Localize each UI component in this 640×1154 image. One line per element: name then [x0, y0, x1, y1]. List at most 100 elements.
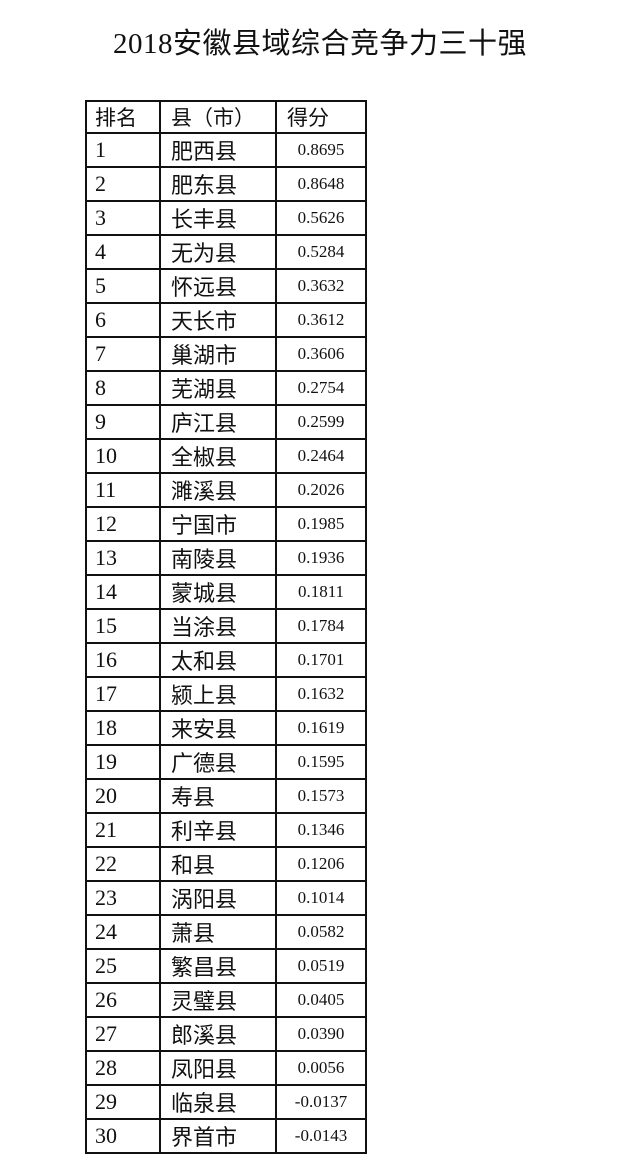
- score-cell: 0.5284: [275, 234, 367, 270]
- county-cell: 和县: [159, 846, 277, 882]
- county-cell: 天长市: [159, 302, 277, 338]
- score-cell: 0.8648: [275, 166, 367, 202]
- table-row: 4 无为县 0.5284: [85, 234, 367, 270]
- rank-cell: 11: [85, 472, 161, 508]
- rank-cell: 28: [85, 1050, 161, 1086]
- score-cell: 0.1619: [275, 710, 367, 746]
- score-cell: 0.1206: [275, 846, 367, 882]
- score-cell: 0.1014: [275, 880, 367, 916]
- table-row: 12 宁国市 0.1985: [85, 506, 367, 542]
- table-row: 2 肥东县 0.8648: [85, 166, 367, 202]
- rank-cell: 6: [85, 302, 161, 338]
- rank-cell: 14: [85, 574, 161, 610]
- county-cell: 长丰县: [159, 200, 277, 236]
- score-cell: 0.2754: [275, 370, 367, 406]
- table-row: 7 巢湖市 0.3606: [85, 336, 367, 372]
- table-header-row: 排名 县（市） 得分: [85, 100, 367, 134]
- score-cell: 0.1985: [275, 506, 367, 542]
- county-cell: 巢湖市: [159, 336, 277, 372]
- county-cell: 肥西县: [159, 132, 277, 168]
- table-row: 15 当涂县 0.1784: [85, 608, 367, 644]
- page-title: 2018安徽县域综合竞争力三十强: [112, 28, 527, 60]
- county-cell: 灵璧县: [159, 982, 277, 1018]
- rank-cell: 3: [85, 200, 161, 236]
- score-cell: 0.1811: [275, 574, 367, 610]
- table-row: 16 太和县 0.1701: [85, 642, 367, 678]
- county-cell: 芜湖县: [159, 370, 277, 406]
- county-cell: 无为县: [159, 234, 277, 270]
- table-row: 26 灵璧县 0.0405: [85, 982, 367, 1018]
- score-cell: 0.1595: [275, 744, 367, 780]
- table-row: 22 和县 0.1206: [85, 846, 367, 882]
- rank-cell: 8: [85, 370, 161, 406]
- header-score: 得分: [275, 100, 367, 134]
- rank-cell: 15: [85, 608, 161, 644]
- score-cell: 0.1784: [275, 608, 367, 644]
- rank-cell: 24: [85, 914, 161, 950]
- county-cell: 广德县: [159, 744, 277, 780]
- table-row: 25 繁昌县 0.0519: [85, 948, 367, 984]
- table-row: 17 颍上县 0.1632: [85, 676, 367, 712]
- county-cell: 肥东县: [159, 166, 277, 202]
- score-cell: 0.0390: [275, 1016, 367, 1052]
- rank-cell: 21: [85, 812, 161, 848]
- county-cell: 庐江县: [159, 404, 277, 440]
- score-cell: 0.0056: [275, 1050, 367, 1086]
- county-cell: 临泉县: [159, 1084, 277, 1120]
- score-cell: 0.3632: [275, 268, 367, 304]
- score-cell: -0.0137: [275, 1084, 367, 1120]
- table-row: 28 凤阳县 0.0056: [85, 1050, 367, 1086]
- county-cell: 界首市: [159, 1118, 277, 1154]
- table-row: 5 怀远县 0.3632: [85, 268, 367, 304]
- table-row: 30 界首市 -0.0143: [85, 1118, 367, 1154]
- rank-cell: 1: [85, 132, 161, 168]
- score-cell: 0.1346: [275, 812, 367, 848]
- rank-cell: 22: [85, 846, 161, 882]
- county-cell: 怀远县: [159, 268, 277, 304]
- score-cell: 0.1573: [275, 778, 367, 814]
- table-row: 14 蒙城县 0.1811: [85, 574, 367, 610]
- county-cell: 全椒县: [159, 438, 277, 474]
- rank-cell: 10: [85, 438, 161, 474]
- score-cell: 0.0582: [275, 914, 367, 950]
- county-cell: 太和县: [159, 642, 277, 678]
- rank-cell: 12: [85, 506, 161, 542]
- county-cell: 蒙城县: [159, 574, 277, 610]
- header-rank: 排名: [85, 100, 161, 134]
- table-row: 29 临泉县 -0.0137: [85, 1084, 367, 1120]
- score-cell: 0.2026: [275, 472, 367, 508]
- table-row: 6 天长市 0.3612: [85, 302, 367, 338]
- county-cell: 萧县: [159, 914, 277, 950]
- county-cell: 郎溪县: [159, 1016, 277, 1052]
- table-row: 11 濉溪县 0.2026: [85, 472, 367, 508]
- county-cell: 来安县: [159, 710, 277, 746]
- table-row: 19 广德县 0.1595: [85, 744, 367, 780]
- table-row: 9 庐江县 0.2599: [85, 404, 367, 440]
- county-cell: 寿县: [159, 778, 277, 814]
- table-row: 1 肥西县 0.8695: [85, 132, 367, 168]
- county-cell: 涡阳县: [159, 880, 277, 916]
- rank-cell: 5: [85, 268, 161, 304]
- rank-cell: 2: [85, 166, 161, 202]
- rank-cell: 30: [85, 1118, 161, 1154]
- rank-cell: 23: [85, 880, 161, 916]
- ranking-table: 排名 县（市） 得分 1 肥西县 0.8695 2 肥东县 0.8648 3 长丰县 0.562…: [85, 100, 367, 1154]
- score-cell: 0.1632: [275, 676, 367, 712]
- header-county: 县（市）: [159, 100, 277, 134]
- rank-cell: 25: [85, 948, 161, 984]
- score-cell: 0.3612: [275, 302, 367, 338]
- score-cell: 0.8695: [275, 132, 367, 168]
- rank-cell: 13: [85, 540, 161, 576]
- rank-cell: 9: [85, 404, 161, 440]
- county-cell: 南陵县: [159, 540, 277, 576]
- score-cell: 0.1701: [275, 642, 367, 678]
- score-cell: 0.1936: [275, 540, 367, 576]
- score-cell: 0.0405: [275, 982, 367, 1018]
- score-cell: 0.5626: [275, 200, 367, 236]
- rank-cell: 29: [85, 1084, 161, 1120]
- table-row: 21 利辛县 0.1346: [85, 812, 367, 848]
- rank-cell: 18: [85, 710, 161, 746]
- rank-cell: 26: [85, 982, 161, 1018]
- county-cell: 颍上县: [159, 676, 277, 712]
- county-cell: 凤阳县: [159, 1050, 277, 1086]
